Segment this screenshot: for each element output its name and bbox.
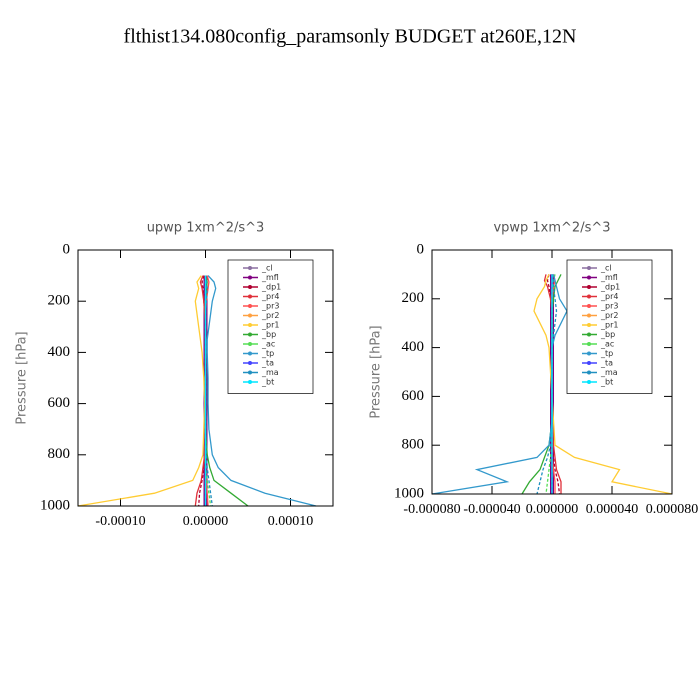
legend-label: _ac — [261, 340, 275, 349]
y-tick-label: 1000 — [40, 497, 70, 513]
legend-marker — [587, 351, 591, 356]
legend-marker — [587, 370, 591, 375]
legend-label: _ma — [261, 368, 279, 377]
y-tick-label: 800 — [402, 437, 425, 453]
legend-marker — [248, 285, 252, 289]
legend-label: _ta — [261, 359, 274, 368]
legend-box — [227, 259, 314, 394]
legend-marker — [587, 313, 591, 318]
y-tick-label: 200 — [48, 293, 71, 309]
legend-marker — [587, 342, 591, 346]
legend-label: _ta — [600, 359, 613, 368]
legend-label: _mfl — [600, 273, 618, 282]
legend-label: _pr1 — [261, 321, 279, 330]
legend-marker — [587, 380, 591, 384]
legend-label: _ac — [600, 340, 614, 349]
legend-marker — [587, 332, 591, 337]
legend-label: _dp1 — [600, 283, 620, 292]
legend-box — [566, 259, 653, 394]
legend-label: _tp — [600, 349, 613, 358]
legend-label: _tp — [261, 349, 274, 358]
legend-label: _bt — [261, 378, 274, 387]
y-tick-label: 800 — [48, 446, 71, 462]
panel-title: vpwp 1xm^2/s^3 — [493, 221, 610, 236]
legend-label: _pr4 — [261, 292, 279, 301]
legend-marker — [248, 323, 252, 327]
legend-label: _cl — [261, 264, 273, 273]
legend-label: _ma — [600, 368, 618, 377]
series-line — [77, 275, 206, 507]
legend-marker — [248, 313, 252, 318]
legend-marker — [248, 275, 252, 280]
legend-marker — [248, 332, 252, 337]
main-title: flthist134.080config_paramsonly BUDGET a… — [124, 26, 577, 48]
legend-marker — [248, 351, 252, 356]
legend-label: _dp1 — [261, 283, 281, 292]
y-axis-label: Pressure [hPa] — [369, 325, 384, 418]
legend-marker — [248, 342, 252, 346]
legend-marker — [248, 361, 252, 365]
x-tick-label: -0.00010 — [95, 514, 145, 529]
legend-marker — [587, 304, 591, 308]
series-line — [533, 274, 673, 495]
panel-title: upwp 1xm^2/s^3 — [147, 221, 265, 236]
legend-label: _cl — [600, 264, 612, 273]
y-tick-label: 0 — [63, 241, 71, 257]
legend-marker — [587, 323, 591, 327]
legend-marker — [248, 266, 252, 270]
x-tick-label: 0.000040 — [586, 502, 639, 517]
series-line — [206, 275, 317, 507]
y-tick-label: 400 — [402, 339, 425, 355]
legend-marker — [587, 275, 591, 280]
legend-label: _bt — [600, 378, 613, 387]
y-tick-label: 600 — [402, 388, 425, 404]
legend-marker — [248, 294, 252, 299]
y-tick-label: 1000 — [394, 485, 424, 501]
legend-label: _mfl — [261, 273, 279, 282]
x-tick-label: -0.000080 — [403, 502, 460, 517]
legend-label: _pr2 — [261, 311, 279, 320]
legend-label: _pr2 — [600, 311, 618, 320]
y-tick-label: 400 — [48, 344, 71, 360]
legend-marker — [248, 304, 252, 308]
plot-frame — [77, 249, 334, 507]
legend-marker — [248, 380, 252, 384]
legend-label: _pr3 — [261, 302, 279, 311]
plot-frame — [431, 249, 673, 495]
legend-label: _pr4 — [600, 292, 618, 301]
y-tick-label: 600 — [48, 395, 71, 411]
y-axis-label: Pressure [hPa] — [15, 331, 30, 424]
y-tick-label: 0 — [417, 241, 425, 257]
legend-marker — [587, 285, 591, 289]
legend-label: _pr3 — [600, 302, 618, 311]
legend-label: _pr1 — [600, 321, 618, 330]
legend-marker — [248, 370, 252, 375]
y-tick-label: 200 — [402, 290, 425, 306]
x-tick-label: 0.00000 — [183, 514, 229, 529]
legend-marker — [587, 361, 591, 365]
legend-label: _bp — [600, 330, 615, 339]
legend-marker — [587, 266, 591, 270]
x-tick-label: -0.000040 — [463, 502, 520, 517]
legend-label: _bp — [261, 330, 276, 339]
x-tick-label: 0.00010 — [268, 514, 314, 529]
legend-marker — [587, 294, 591, 299]
x-tick-label: 0.000080 — [646, 502, 699, 517]
x-tick-label: 0.000000 — [526, 502, 579, 517]
